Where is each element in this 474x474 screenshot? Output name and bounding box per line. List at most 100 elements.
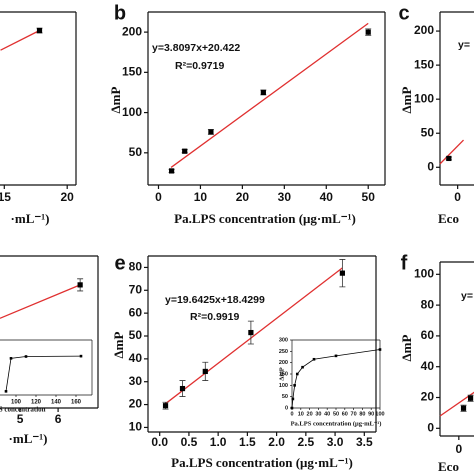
- x-tick-label: 50: [362, 190, 376, 204]
- y-tick-label: 80: [421, 297, 435, 311]
- x-tick-label: 40: [320, 190, 334, 204]
- x-tick-label: 40: [324, 411, 330, 417]
- x-tick-label: 0.5: [181, 435, 198, 449]
- y-tick-label: 80: [129, 260, 143, 274]
- fit-equation: y=3.8097x+20.422: [152, 42, 240, 54]
- x-axis-label: ·mL⁻¹): [11, 211, 50, 226]
- y-tick-label: 100: [414, 266, 434, 280]
- curve: [291, 349, 381, 409]
- data-point: [24, 355, 28, 358]
- fit-equation: y=19.6425x+18.4299: [165, 294, 265, 306]
- x-tick-label: 0: [454, 190, 461, 204]
- data-point: [334, 354, 338, 358]
- data-point: [168, 168, 175, 174]
- x-axis-label: ·mL⁻¹): [9, 431, 48, 446]
- x-tick-label: 0: [455, 442, 462, 456]
- y-tick-label: 0: [285, 405, 288, 411]
- y-tick-label: 100: [414, 91, 434, 105]
- fit-equation: y=: [461, 290, 473, 302]
- x-tick-label: 100: [375, 411, 384, 417]
- x-tick-label: 0.0: [151, 435, 168, 449]
- data-point: [339, 270, 345, 276]
- x-tick-label: 10: [194, 190, 208, 204]
- x-tick-label: 0: [290, 411, 293, 417]
- data-point: [182, 148, 188, 154]
- x-axis-label: Pa.LPS concentration (μg·mL⁻¹): [171, 455, 353, 470]
- x-tick-label: 140: [51, 400, 62, 406]
- y-tick-label: 70: [129, 282, 143, 296]
- data-point: [365, 29, 371, 35]
- y-tick-label: 50: [129, 145, 143, 159]
- x-tick-label: 15: [0, 190, 11, 204]
- data-point: [295, 372, 299, 376]
- data-point: [301, 365, 304, 369]
- fit-line: [165, 267, 343, 405]
- data-point: [378, 348, 382, 351]
- y-tick-label: 60: [129, 305, 143, 319]
- y-tick-label: 60: [421, 328, 435, 342]
- x-axis-label: Pa.LPS concentration (μg·mL⁻¹): [291, 420, 382, 427]
- x-tick-label: 0: [155, 190, 162, 204]
- data-point: [162, 403, 169, 409]
- y-tick-label: 150: [122, 65, 142, 79]
- data-point: [312, 357, 316, 361]
- x-tick-label: 2.0: [268, 435, 285, 449]
- y-tick-label: 150: [279, 371, 288, 377]
- data-point: [291, 397, 295, 401]
- fit-line: [0, 29, 40, 51]
- x-tick-label: 1.0: [210, 435, 227, 449]
- x-tick-label: 10: [298, 411, 304, 417]
- data-point: [208, 129, 214, 135]
- y-tick-label: 200: [414, 23, 434, 37]
- x-tick-label: 20: [236, 190, 250, 204]
- fit-line: [439, 139, 464, 165]
- y-tick-label: 100: [279, 383, 288, 389]
- fit-equation: R²=0.9719: [175, 60, 224, 72]
- y-tick-label: 40: [421, 359, 435, 373]
- y-tick-label: 0: [427, 159, 434, 173]
- y-tick-label: 250: [279, 349, 288, 355]
- x-tick-label: 20: [307, 411, 313, 417]
- y-axis-label: ΔmP: [278, 367, 285, 380]
- y-tick-label: 100: [122, 105, 142, 119]
- y-axis-label: ΔmP: [111, 331, 126, 358]
- x-axis-label: Eco: [438, 459, 459, 474]
- data-point: [179, 385, 186, 392]
- x-tick-label: 70: [351, 411, 357, 417]
- panel-tag: c: [398, 2, 409, 24]
- data-point: [79, 354, 83, 358]
- x-tick-label: 100: [11, 400, 22, 406]
- x-axis-label: Pa.LPS concentration (μg·mL⁻¹): [174, 211, 356, 226]
- x-tick-label: 90: [368, 411, 374, 417]
- fit-line: [439, 391, 474, 417]
- x-tick-label: 20: [61, 190, 75, 204]
- fit-equation: y=: [458, 39, 470, 51]
- data-point: [260, 89, 266, 96]
- y-axis-label: ΔmP: [399, 86, 414, 113]
- panel-tag: e: [114, 252, 125, 274]
- y-tick-label: 50: [421, 125, 435, 139]
- x-tick-label: 30: [315, 411, 321, 417]
- data-point: [4, 390, 8, 393]
- data-point: [290, 406, 294, 410]
- y-tick-label: 300: [279, 337, 288, 343]
- x-tick-label: 3.0: [327, 435, 344, 449]
- y-tick-label: 200: [279, 360, 288, 366]
- curve: [5, 355, 82, 392]
- data-point: [446, 155, 452, 162]
- data-point: [36, 27, 43, 34]
- y-tick-label: 150: [414, 57, 434, 71]
- y-tick-label: 40: [129, 351, 143, 365]
- x-tick-label: 3.5: [356, 435, 373, 449]
- panel-tag: f: [401, 252, 408, 274]
- y-axis-label: ΔmP: [399, 334, 414, 361]
- x-tick-label: 2.5: [298, 435, 315, 449]
- x-axis-label: Eco: [438, 211, 459, 226]
- y-tick-label: 50: [282, 394, 288, 400]
- x-axis-label: PS concentration: [0, 406, 46, 414]
- x-tick-label: 5: [17, 412, 24, 426]
- x-tick-label: 80: [359, 411, 365, 417]
- x-tick-label: 30: [278, 190, 292, 204]
- data-point: [202, 368, 208, 375]
